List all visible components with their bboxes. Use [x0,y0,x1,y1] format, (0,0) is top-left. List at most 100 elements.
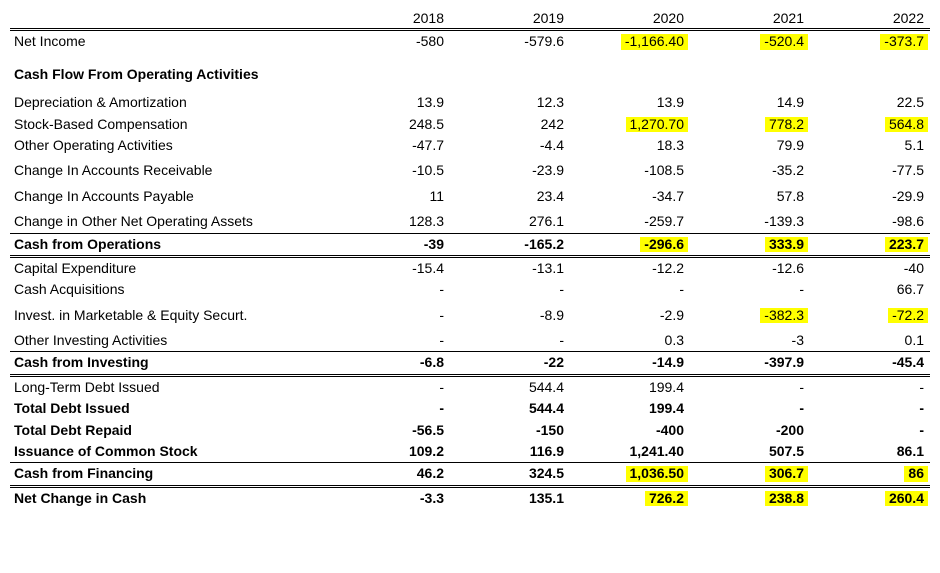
row-value: 22.5 [810,92,930,113]
row-value: 5.1 [810,135,930,156]
row-value: - [450,279,570,300]
row-value: 11 [330,186,450,207]
row-value: -23.9 [450,160,570,181]
table-row: Invest. in Marketable & Equity Securt.--… [10,305,930,326]
row-value: - [570,279,690,300]
row-value: -40 [810,256,930,279]
row-value: 86.1 [810,441,930,463]
row-label: Change In Accounts Receivable [10,160,330,181]
row-value: -373.7 [810,30,930,53]
row-value: -72.2 [810,305,930,326]
row-value: 128.3 [330,211,450,233]
row-value: -56.5 [330,420,450,441]
row-label: Cash from Financing [10,463,330,486]
row-value: - [810,420,930,441]
row-value: -1,166.40 [570,30,690,53]
row-value: - [690,279,810,300]
table-row: Change in Other Net Operating Assets128.… [10,211,930,233]
row-value: -400 [570,420,690,441]
col-year: 2018 [330,8,450,30]
row-value: - [330,305,450,326]
row-value: -77.5 [810,160,930,181]
row-value: 260.4 [810,486,930,509]
row-value: 544.4 [450,375,570,398]
row-value: -3.3 [330,486,450,509]
row-value: 564.8 [810,114,930,135]
row-value: -382.3 [690,305,810,326]
table-body: Net Income-580-579.6-1,166.40-520.4-373.… [10,30,930,509]
row-value: 14.9 [690,92,810,113]
row-value: 1,036.50 [570,463,690,486]
row-value: 109.2 [330,441,450,463]
row-label: Change in Other Net Operating Assets [10,211,330,233]
row-value: 0.3 [570,330,690,352]
table-row: Depreciation & Amortization13.912.313.91… [10,92,930,113]
row-value: 306.7 [690,463,810,486]
row-value: - [690,375,810,398]
table-row: Net Change in Cash-3.3135.1726.2238.8260… [10,486,930,509]
row-value: -39 [330,233,450,256]
row-value: -520.4 [690,30,810,53]
row-value: 223.7 [810,233,930,256]
row-value: 726.2 [570,486,690,509]
col-year: 2021 [690,8,810,30]
row-value: 79.9 [690,135,810,156]
row-value: -397.9 [690,352,810,375]
table-header: 2018 2019 2020 2021 2022 [10,8,930,30]
col-year: 2020 [570,8,690,30]
row-value: 1,270.70 [570,114,690,135]
section-heading: Cash Flow From Operating Activities [10,53,930,92]
row-value: -13.1 [450,256,570,279]
table-row: Net Income-580-579.6-1,166.40-520.4-373.… [10,30,930,53]
cash-flow-table-container: { "years": ["2018", "2019", "2020", "202… [0,0,940,529]
row-value: 0.1 [810,330,930,352]
table-row: Change In Accounts Payable1123.4-34.757.… [10,186,930,207]
row-value: - [690,398,810,419]
row-value: -45.4 [810,352,930,375]
row-value: -296.6 [570,233,690,256]
table-row: Other Investing Activities--0.3-30.1 [10,330,930,352]
row-value: 46.2 [330,463,450,486]
table-row: Cash from Financing46.2324.51,036.50306.… [10,463,930,486]
cash-flow-table: 2018 2019 2020 2021 2022 Net Income-580-… [10,8,930,509]
row-value: 57.8 [690,186,810,207]
table-row: Issuance of Common Stock109.2116.91,241.… [10,441,930,463]
row-value: 544.4 [450,398,570,419]
row-value: -8.9 [450,305,570,326]
table-row: Cash from Operations-39-165.2-296.6333.9… [10,233,930,256]
row-value: -14.9 [570,352,690,375]
row-value: 13.9 [330,92,450,113]
table-row: Total Debt Repaid-56.5-150-400-200- [10,420,930,441]
col-year: 2022 [810,8,930,30]
row-value: 276.1 [450,211,570,233]
row-value: -15.4 [330,256,450,279]
row-value: -22 [450,352,570,375]
row-value: -580 [330,30,450,53]
row-label: Other Investing Activities [10,330,330,352]
table-row: Cash Acquisitions----66.7 [10,279,930,300]
row-value: -12.6 [690,256,810,279]
row-value: - [450,330,570,352]
row-value: -165.2 [450,233,570,256]
row-value: - [810,398,930,419]
row-value: -34.7 [570,186,690,207]
row-value: 23.4 [450,186,570,207]
row-value: 18.3 [570,135,690,156]
table-row: Cash from Investing-6.8-22-14.9-397.9-45… [10,352,930,375]
row-value: -12.2 [570,256,690,279]
row-value: 12.3 [450,92,570,113]
row-value: 324.5 [450,463,570,486]
table-row: Capital Expenditure-15.4-13.1-12.2-12.6-… [10,256,930,279]
table-row: Change In Accounts Receivable-10.5-23.9-… [10,160,930,181]
row-value: -108.5 [570,160,690,181]
row-value: 66.7 [810,279,930,300]
row-value: 1,241.40 [570,441,690,463]
row-value: -47.7 [330,135,450,156]
row-value: - [330,375,450,398]
row-label: Stock-Based Compensation [10,114,330,135]
row-value: -579.6 [450,30,570,53]
row-label: Cash Acquisitions [10,279,330,300]
row-label: Invest. in Marketable & Equity Securt. [10,305,330,326]
col-year: 2019 [450,8,570,30]
row-label: Net Change in Cash [10,486,330,509]
